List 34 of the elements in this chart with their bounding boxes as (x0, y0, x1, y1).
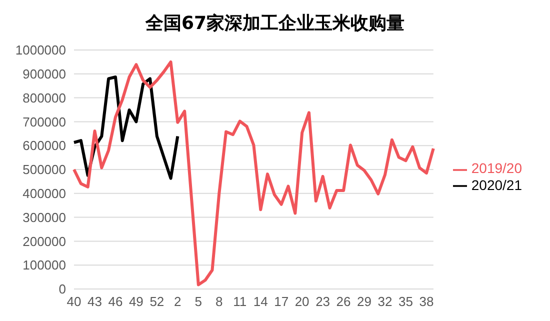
x-tick-label: 17 (274, 294, 289, 310)
legend-label: 2019/20 (471, 160, 522, 176)
x-tick-label: 11 (233, 294, 247, 310)
x-tick-label: 43 (88, 294, 102, 310)
x-tick-label: 49 (128, 294, 144, 310)
y-tick-label: 400000 (22, 186, 66, 202)
x-tick-label: 29 (357, 294, 372, 310)
x-tick-label: 46 (108, 294, 123, 310)
y-tick-label: 900000 (22, 66, 66, 82)
y-tick-label: 100000 (22, 258, 66, 273)
x-tick-label: 38 (419, 294, 434, 310)
y-tick-label: 800000 (22, 90, 66, 106)
x-tick-label: 14 (253, 294, 268, 310)
x-tick-label: 26 (336, 294, 351, 310)
line-series (72, 76, 180, 180)
x-tick-label: 20 (294, 294, 310, 310)
y-tick-label: 700000 (22, 114, 66, 130)
y-tick-label: 600000 (22, 138, 66, 154)
x-tick-label: 40 (66, 294, 82, 310)
line-series (72, 60, 435, 286)
legend-label: 2020/21 (471, 176, 522, 192)
y-tick-label: 300000 (22, 210, 66, 225)
x-tick-label: 35 (398, 294, 413, 310)
x-tick-label: 5 (194, 294, 202, 310)
x-tick-label: 52 (150, 294, 164, 310)
chart-title: 全国67家深加工企业玉米收购量 (144, 12, 406, 36)
y-tick-label: 500000 (22, 162, 66, 178)
x-tick-label: 2 (174, 294, 182, 310)
x-tick-label: 8 (216, 294, 223, 310)
y-tick-label: 0 (58, 282, 66, 297)
y-tick-label: 1000000 (15, 42, 66, 58)
x-tick-label: 23 (316, 294, 330, 310)
y-tick-label: 200000 (22, 234, 66, 249)
x-tick-label: 32 (378, 294, 392, 310)
